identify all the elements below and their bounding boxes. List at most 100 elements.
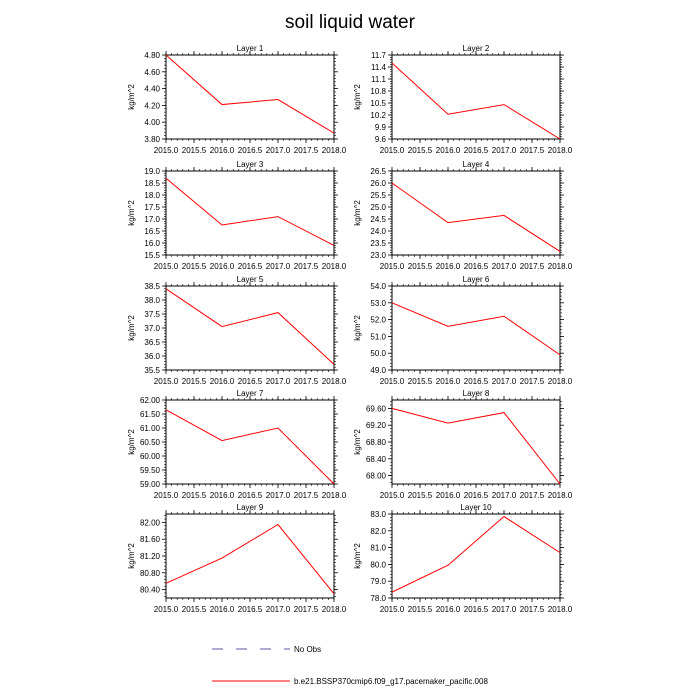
x-tick-label: 2016.0 <box>210 491 235 500</box>
x-tick-label: 2016.0 <box>210 377 235 386</box>
series-line <box>165 409 335 485</box>
y-tick-label: 9.9 <box>375 123 387 132</box>
y-tick-label: 61.50 <box>140 410 161 419</box>
x-tick-label: 2015.0 <box>380 146 405 155</box>
y-tick-label: 15.5 <box>144 251 160 260</box>
y-axis-label: kg/m^2 <box>127 429 136 455</box>
plot-frame <box>391 399 561 485</box>
panel-title: Layer 3 <box>237 160 264 169</box>
x-tick-label: 2017.5 <box>294 262 319 271</box>
x-tick-label: 2018.0 <box>322 377 347 386</box>
x-tick-label: 2015.5 <box>408 605 433 614</box>
y-tick-label: 68.80 <box>366 438 387 447</box>
x-tick-label: 2015.5 <box>182 377 207 386</box>
x-tick-label: 2016.0 <box>436 262 461 271</box>
y-tick-label: 81.20 <box>140 552 161 561</box>
x-tick-label: 2016.5 <box>238 605 263 614</box>
y-tick-label: 38.0 <box>144 296 160 305</box>
x-tick-label: 2017.0 <box>266 146 291 155</box>
y-tick-label: 80.0 <box>370 560 386 569</box>
x-tick-label: 2016.0 <box>210 262 235 271</box>
x-tick-label: 2016.5 <box>238 146 263 155</box>
x-tick-label: 2016.5 <box>464 491 489 500</box>
y-tick-label: 17.5 <box>144 203 160 212</box>
x-tick-label: 2015.5 <box>182 146 207 155</box>
panel-2: Layer 2 kg/m^2 9.6 9.9 10.2 10.5 10.8 11.1 11.4 1… <box>353 44 573 155</box>
y-tick-label: 9.6 <box>375 135 387 144</box>
panel-title: Layer 1 <box>237 44 264 53</box>
y-tick-label: 10.8 <box>370 87 386 96</box>
x-tick-label: 2018.0 <box>322 262 347 271</box>
x-tick-label: 2017.0 <box>492 262 517 271</box>
y-tick-label: 18.5 <box>144 179 160 188</box>
plot-frame <box>391 54 561 140</box>
plot-frame <box>165 170 335 256</box>
panel-title: Layer 9 <box>237 503 264 512</box>
y-tick-label: 79.0 <box>370 577 386 586</box>
y-tick-label: 11.7 <box>371 51 387 60</box>
x-tick-label: 2017.0 <box>492 146 517 155</box>
figure-title: soil liquid water <box>285 12 416 33</box>
y-tick-label: 49.0 <box>370 366 386 375</box>
x-tick-label: 2015.0 <box>154 377 179 386</box>
y-tick-label: 37.0 <box>144 324 160 333</box>
y-tick-label: 25.5 <box>370 191 386 200</box>
panel-5: Layer 5 kg/m^2 35.5 36.0 36.5 37.0 37.5 38.0 38.… <box>127 275 347 386</box>
y-tick-label: 11.1 <box>371 75 387 84</box>
x-tick-label: 2016.0 <box>436 377 461 386</box>
series-line <box>391 62 561 140</box>
series-line <box>165 54 335 134</box>
x-tick-label: 2016.5 <box>464 377 489 386</box>
y-tick-label: 4.80 <box>144 51 160 60</box>
panel-3: Layer 3 kg/m^2 15.5 16.0 16.5 17.0 17.5 18.0 18.… <box>127 160 347 271</box>
y-tick-label: 81.60 <box>140 535 161 544</box>
panel-title: Layer 10 <box>460 503 492 512</box>
y-tick-label: 10.5 <box>370 99 386 108</box>
x-tick-label: 2015.0 <box>380 377 405 386</box>
y-tick-label: 24.0 <box>370 227 386 236</box>
y-tick-label: 36.5 <box>144 338 160 347</box>
y-tick-label: 19.0 <box>144 167 160 176</box>
x-tick-label: 2016.5 <box>464 146 489 155</box>
plot-frame <box>391 513 561 599</box>
x-tick-label: 2015.5 <box>182 491 207 500</box>
y-axis-label: kg/m^2 <box>127 200 136 226</box>
y-tick-label: 4.40 <box>144 85 160 94</box>
legend-obs-label: No Obs <box>294 645 321 654</box>
series-line <box>165 177 335 246</box>
panel-6: Layer 6 kg/m^2 49.0 50.0 51.0 52.0 53.0 54.0 201… <box>353 275 573 386</box>
x-tick-label: 2015.0 <box>380 262 405 271</box>
panel-title: Layer 6 <box>463 275 490 284</box>
y-tick-label: 38.5 <box>144 282 160 291</box>
y-tick-label: 54.0 <box>370 282 386 291</box>
plot-frame <box>391 285 561 371</box>
y-tick-label: 16.0 <box>144 239 160 248</box>
x-tick-label: 2018.0 <box>548 491 573 500</box>
y-tick-label: 80.40 <box>140 586 161 595</box>
x-tick-label: 2017.5 <box>294 491 319 500</box>
x-tick-label: 2015.5 <box>408 262 433 271</box>
panel-title: Layer 4 <box>463 160 490 169</box>
y-tick-label: 80.80 <box>140 569 161 578</box>
x-tick-label: 2017.5 <box>294 605 319 614</box>
y-tick-label: 26.5 <box>370 167 386 176</box>
panels: Layer 1 kg/m^2 3.80 4.00 4.20 4.40 4.60 4.80 201… <box>127 44 573 614</box>
y-tick-label: 61.00 <box>140 424 161 433</box>
x-tick-label: 2016.0 <box>436 605 461 614</box>
y-tick-label: 25.0 <box>370 203 386 212</box>
panel-4: Layer 4 kg/m^2 23.0 23.5 24.0 24.5 25.0 25.5 26.… <box>353 160 573 271</box>
plot-frame <box>165 285 335 371</box>
x-tick-label: 2015.0 <box>380 605 405 614</box>
x-tick-label: 2015.0 <box>154 491 179 500</box>
y-tick-label: 36.0 <box>144 352 160 361</box>
x-tick-label: 2015.5 <box>182 605 207 614</box>
x-tick-label: 2016.0 <box>436 491 461 500</box>
y-tick-label: 68.40 <box>366 455 387 464</box>
series-line <box>165 288 335 365</box>
y-tick-label: 60.50 <box>140 438 161 447</box>
y-axis-label: kg/m^2 <box>127 315 136 341</box>
x-tick-label: 2016.5 <box>238 262 263 271</box>
plot-frame <box>165 399 335 485</box>
y-axis-label: kg/m^2 <box>353 429 362 455</box>
x-tick-label: 2017.0 <box>492 491 517 500</box>
